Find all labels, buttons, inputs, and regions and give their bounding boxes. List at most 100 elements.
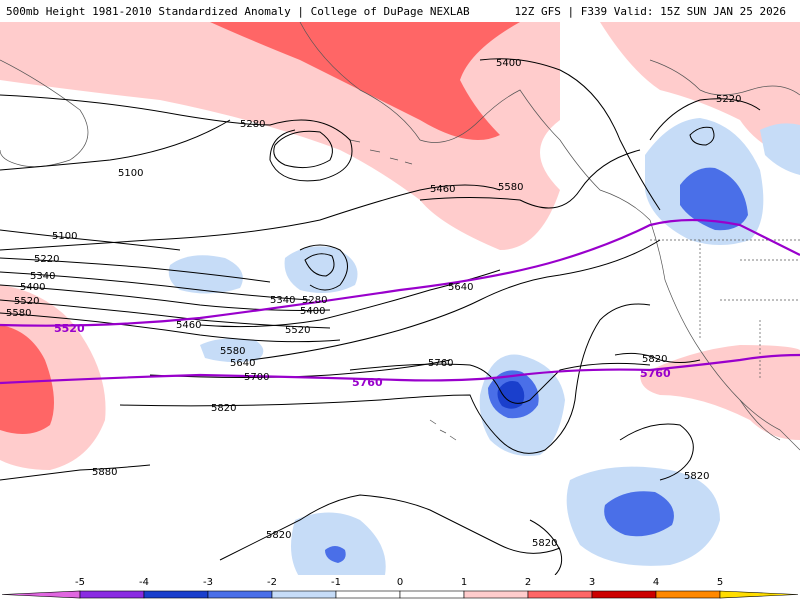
anomaly-positive-north-strong (210, 22, 520, 140)
contour-5880-sw (0, 464, 151, 481)
contour-5820-east (614, 352, 701, 363)
colorbar-tick-label: 0 (397, 577, 403, 588)
contour-5640 (249, 239, 661, 361)
colorbar-swatch (207, 590, 273, 599)
contour-label: 5460 (176, 320, 201, 331)
colorbar-ticks: -5 -4 -3 -2 -1 0 1 2 3 4 5 (75, 577, 723, 588)
map-header: 500mb Height 1981-2010 Standardized Anom… (0, 0, 800, 22)
colorbar-tick-label: 3 (589, 577, 595, 588)
coastline-aleutians (349, 139, 413, 165)
colorbar-tick-label: -4 (139, 577, 149, 588)
contour-5820-se (619, 423, 694, 481)
colorbar-tick-label: 1 (461, 577, 467, 588)
contour-label: 5520 (285, 325, 310, 336)
contour-5220-ne (649, 98, 761, 141)
colorbar-swatch (399, 590, 465, 599)
contour-5580 (419, 149, 641, 209)
contour-5820-s2 (529, 519, 563, 576)
contour-label: 5880 (92, 467, 117, 478)
contour-label: 5580 (6, 308, 31, 319)
contour-5400-w (0, 284, 331, 311)
contour-label: 5340 (30, 271, 55, 282)
highlight-label-5760-mid: 5760 (352, 376, 383, 389)
contour-5760 (349, 362, 651, 404)
coastline-hawaii (429, 419, 457, 441)
contour-5520-purple (0, 218, 800, 327)
contour-label: 5820 (684, 471, 709, 482)
contour-nested-low-ne (689, 126, 715, 146)
colorbar-swatches (1, 590, 799, 599)
contour-label: 5280 (302, 295, 327, 306)
contour-label: 5700 (244, 372, 269, 383)
contour-label: 5100 (118, 168, 143, 179)
colorbar-tick-label: 5 (717, 577, 723, 588)
anomaly-negative-cell-2 (284, 246, 358, 294)
state-borders (650, 239, 800, 380)
contour-label: 5400 (20, 282, 45, 293)
model-valid-time: 12Z GFS | F339 Valid: 15Z SUN JAN 25 202… (514, 4, 786, 18)
anomaly-positive-northeast (600, 22, 800, 160)
contour-5820-south (219, 494, 561, 561)
contour-label: 5460 (430, 184, 455, 195)
anomaly-negative-far-ne (760, 123, 800, 175)
colorbar-swatch (143, 590, 209, 599)
highlight-labels: 5520 5760 5760 (54, 322, 671, 389)
anomaly-negative-southwest-core (325, 546, 346, 563)
contour-5280-mid (299, 244, 348, 291)
contour-label: 5340 (270, 295, 295, 306)
anomaly-negative-south-core (604, 491, 674, 537)
contour-closed-low-mid (304, 253, 335, 277)
colorbar-tick-label: -2 (267, 577, 277, 588)
colorbar-swatch (335, 590, 401, 599)
highlight-label-5760-east: 5760 (640, 367, 671, 380)
coastline-alaska (299, 21, 651, 221)
map-title: 500mb Height 1981-2010 Standardized Anom… (6, 4, 470, 18)
contour-5820-mid (119, 303, 651, 454)
contour-label: 5100 (52, 231, 77, 242)
coastline-pacific-nw (649, 219, 781, 441)
contour-label: 5280 (240, 119, 265, 130)
contour-5340-w (0, 271, 311, 301)
height-contours (0, 58, 761, 576)
colorbar-swatch (527, 590, 593, 599)
contour-label: 5640 (448, 282, 473, 293)
contour-5100-nw (0, 119, 231, 171)
anomaly-negative-northeast-core (680, 167, 748, 231)
contour-label: 5220 (34, 254, 59, 265)
contour-5400-ne (479, 58, 661, 211)
contour-label: 5760 (428, 358, 453, 369)
contour-5700 (149, 359, 451, 378)
contour-5220-w (0, 257, 271, 283)
contour-5580-w (0, 312, 341, 343)
contour-5280-north (0, 94, 353, 182)
coastline-mexico (739, 399, 800, 451)
colorbar-swatch (719, 590, 799, 599)
anomaly-shading (0, 22, 800, 578)
contour-closed-low-n (273, 130, 333, 169)
highlight-contours (0, 218, 800, 385)
colorbar-swatch (79, 590, 145, 599)
colorbar-tick-label: -3 (203, 577, 213, 588)
contour-label: 5400 (496, 58, 521, 69)
highlight-label-5520: 5520 (54, 322, 85, 335)
anomaly-negative-central-core (497, 381, 525, 409)
contour-label: 5580 (220, 346, 245, 357)
contour-label: 5820 (211, 403, 236, 414)
colorbar-tick-label: 4 (653, 577, 659, 588)
contour-label: 5400 (300, 306, 325, 317)
coastlines (0, 21, 800, 451)
contour-label: 5640 (230, 358, 255, 369)
contour-5460 (0, 184, 501, 251)
contour-label: 5220 (716, 94, 741, 105)
colorbar-tick-label: -1 (331, 577, 341, 588)
colorbar-swatch (271, 590, 337, 599)
contour-label: 5580 (498, 182, 523, 193)
contour-label: 5820 (642, 354, 667, 365)
coastline-siberia (0, 59, 89, 167)
contour-label: 5520 (14, 296, 39, 307)
contour-5100-w (0, 229, 181, 251)
anomaly-negative-cell-3 (200, 338, 264, 363)
contour-label: 5820 (532, 538, 557, 549)
